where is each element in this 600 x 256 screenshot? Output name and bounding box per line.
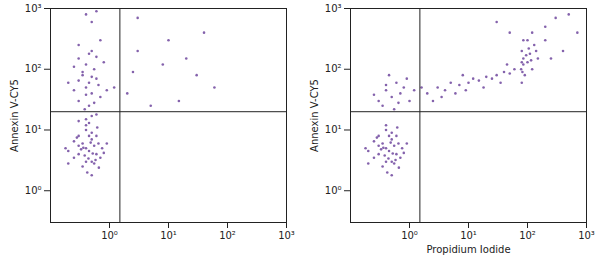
svg-text:10³: 10³ [25,3,42,14]
svg-text:Annexin V-CY5: Annexin V-CY5 [309,79,320,152]
svg-text:Propidium Iodide: Propidium Iodide [426,244,510,255]
svg-text:10⁰: 10⁰ [25,185,42,196]
svg-text:10¹: 10¹ [25,124,42,135]
svg-text:10²: 10² [219,230,236,241]
svg-text:10³: 10³ [578,230,595,241]
svg-text:10³: 10³ [325,3,342,14]
svg-text:10³: 10³ [278,230,295,241]
svg-text:10²: 10² [25,63,42,74]
svg-text:10⁰: 10⁰ [101,230,118,241]
svg-text:Annexin V-CY5: Annexin V-CY5 [9,79,20,152]
svg-text:10²: 10² [325,63,342,74]
svg-text:10¹: 10¹ [160,230,177,241]
svg-text:10¹: 10¹ [325,124,342,135]
svg-text:10⁰: 10⁰ [325,185,342,196]
svg-text:10⁰: 10⁰ [401,230,418,241]
svg-text:10²: 10² [519,230,536,241]
svg-text:10¹: 10¹ [460,230,477,241]
